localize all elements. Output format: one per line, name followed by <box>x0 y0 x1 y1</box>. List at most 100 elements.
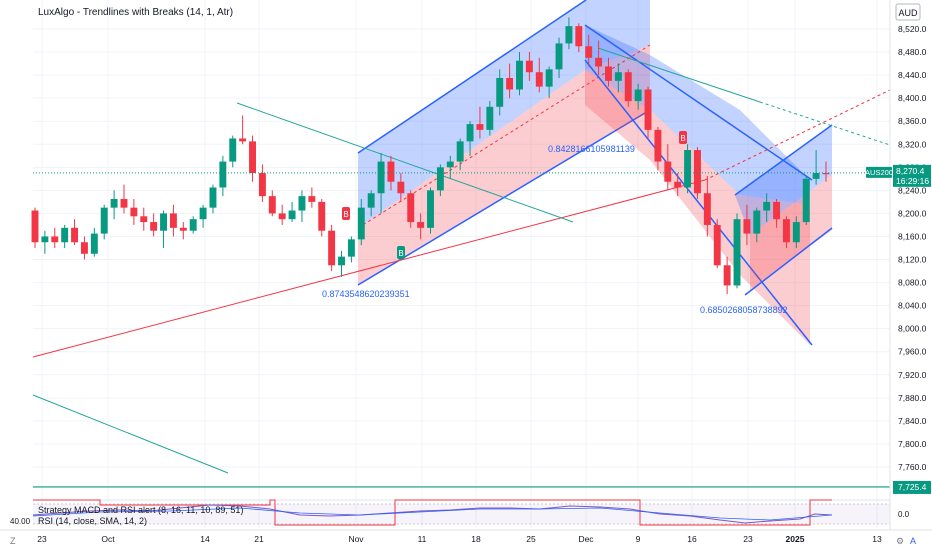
candle-body <box>150 222 158 231</box>
up-channel-red-fill-2 <box>750 175 832 290</box>
symbol-label: AUS200 <box>865 168 893 177</box>
price-tick-label: 8,440.0 <box>898 70 927 80</box>
time-tick-label: 21 <box>254 534 264 544</box>
rsi-ma-line <box>32 507 833 521</box>
price-tick-label: 7,880.0 <box>898 393 927 403</box>
settings-icon[interactable]: ⚙ <box>896 536 904 546</box>
candle-body <box>169 213 177 228</box>
candle-body <box>427 190 434 228</box>
currency-label: AUD <box>898 8 918 18</box>
price-tick-label: 8,320.0 <box>898 139 927 149</box>
price-tick-label: 7,760.0 <box>898 462 927 472</box>
teal-trendline-3-ext <box>759 101 891 146</box>
candle-body <box>506 77 514 90</box>
down-channel-top <box>584 24 813 181</box>
rsi-label: RSI (14, close, SMA, 14, 2) <box>38 516 147 526</box>
candle-body <box>812 173 820 179</box>
down-channel-red-fill <box>585 70 810 345</box>
time-tick-label: 16 <box>687 534 697 544</box>
candle-body <box>624 72 632 102</box>
candle-body <box>792 222 800 243</box>
chart-grid <box>33 0 890 528</box>
candle-body <box>90 233 98 254</box>
candle-body <box>80 242 88 254</box>
candle-body <box>436 167 444 191</box>
break-marker-label: B <box>680 134 685 143</box>
candle-body <box>199 207 207 220</box>
break-marker-label: B <box>343 210 348 219</box>
zoom-icon[interactable]: Z <box>10 536 16 546</box>
candle-body <box>397 181 405 194</box>
currency-box <box>895 3 921 21</box>
candle-body <box>288 210 296 220</box>
candle-body <box>110 199 118 208</box>
candle-body <box>407 193 415 223</box>
strategy-red-line <box>33 499 832 526</box>
rsi-left-value: 40.00 <box>10 517 31 526</box>
candle-body <box>318 201 326 231</box>
price-tick-label: 8,120.0 <box>898 255 927 265</box>
price-tick-label: 8,160.0 <box>898 231 927 241</box>
candle-body <box>703 193 711 225</box>
red-trendline-ext <box>704 89 891 181</box>
time-tick-label: 2025 <box>786 534 805 544</box>
up-channel-bottom-2 <box>744 227 833 296</box>
price-badge <box>893 164 931 187</box>
teal-trendline-1 <box>236 102 574 223</box>
price-tick-label: 8,200.0 <box>898 208 927 218</box>
last-price-badge: AUS200 8,270.4 16:29:16 <box>865 164 931 187</box>
candle-body <box>357 207 365 240</box>
candle-body <box>189 219 197 231</box>
candle-body <box>179 227 187 231</box>
countdown-label: 16:29:16 <box>896 176 929 186</box>
price-tick-label: 8,040.0 <box>898 301 927 311</box>
candle-body <box>160 213 167 231</box>
indicator-title[interactable]: LuxAlgo - Trendlines with Breaks (14, 1,… <box>38 7 233 18</box>
price-tick-label: 7,800.0 <box>898 439 927 449</box>
price-tick-label: 8,400.0 <box>898 93 927 103</box>
candle-body <box>595 57 603 67</box>
candle-body <box>229 138 237 162</box>
price-tick-label: 7,920.0 <box>898 370 927 380</box>
candlestick-series <box>31 17 830 295</box>
price-tick-label: 8,520.0 <box>898 24 927 34</box>
last-price-label: 8,270.4 <box>896 166 925 176</box>
time-tick-label: 13 <box>872 534 882 544</box>
candle-body <box>605 66 612 81</box>
candle-body <box>674 181 682 188</box>
ratio-annotation-2: 0.8428166105981139 <box>548 144 635 154</box>
candle-body <box>446 161 454 168</box>
up-channel-top-2 <box>734 124 833 196</box>
candle-body <box>41 236 49 243</box>
time-tick-label: 18 <box>471 534 481 544</box>
candle-body <box>476 124 484 130</box>
candle-body <box>456 141 464 162</box>
time-tick-label: Oct <box>101 534 115 544</box>
red-trendline <box>32 179 706 358</box>
candle-body <box>654 129 662 162</box>
candle-body <box>338 256 345 266</box>
candle-body <box>249 141 256 174</box>
candle-body <box>565 26 573 44</box>
level-badge: 7,725.4 <box>893 480 931 494</box>
candle-body <box>71 227 79 243</box>
level-price-label: 7,725.4 <box>898 482 927 492</box>
candle-body <box>347 239 355 257</box>
time-tick-label: 23 <box>37 534 47 544</box>
time-axis[interactable]: 23 Oct 14 21 Nov 11 18 25 Dec 9 16 23 2025 13 <box>0 529 932 544</box>
price-scale[interactable]: AUD 8,520.0 8,480.0 8,440.0 8,400.0 8,360.0 8… <box>889 0 927 530</box>
candle-body <box>555 43 563 70</box>
teal-trendline-3 <box>597 47 761 103</box>
auto-scale-icon[interactable]: A <box>910 536 916 546</box>
candle-body <box>258 173 266 197</box>
candle-body <box>219 161 227 188</box>
candle-body <box>367 193 375 208</box>
candle-body <box>733 219 741 286</box>
up-channel-fill-2 <box>735 125 832 235</box>
up-channel-top-1 <box>357 0 587 154</box>
candle-body <box>644 89 652 130</box>
candle-body <box>140 216 148 223</box>
subpane-right-value: 0.0 <box>898 510 910 519</box>
price-tick-label: 7,840.0 <box>898 416 927 426</box>
